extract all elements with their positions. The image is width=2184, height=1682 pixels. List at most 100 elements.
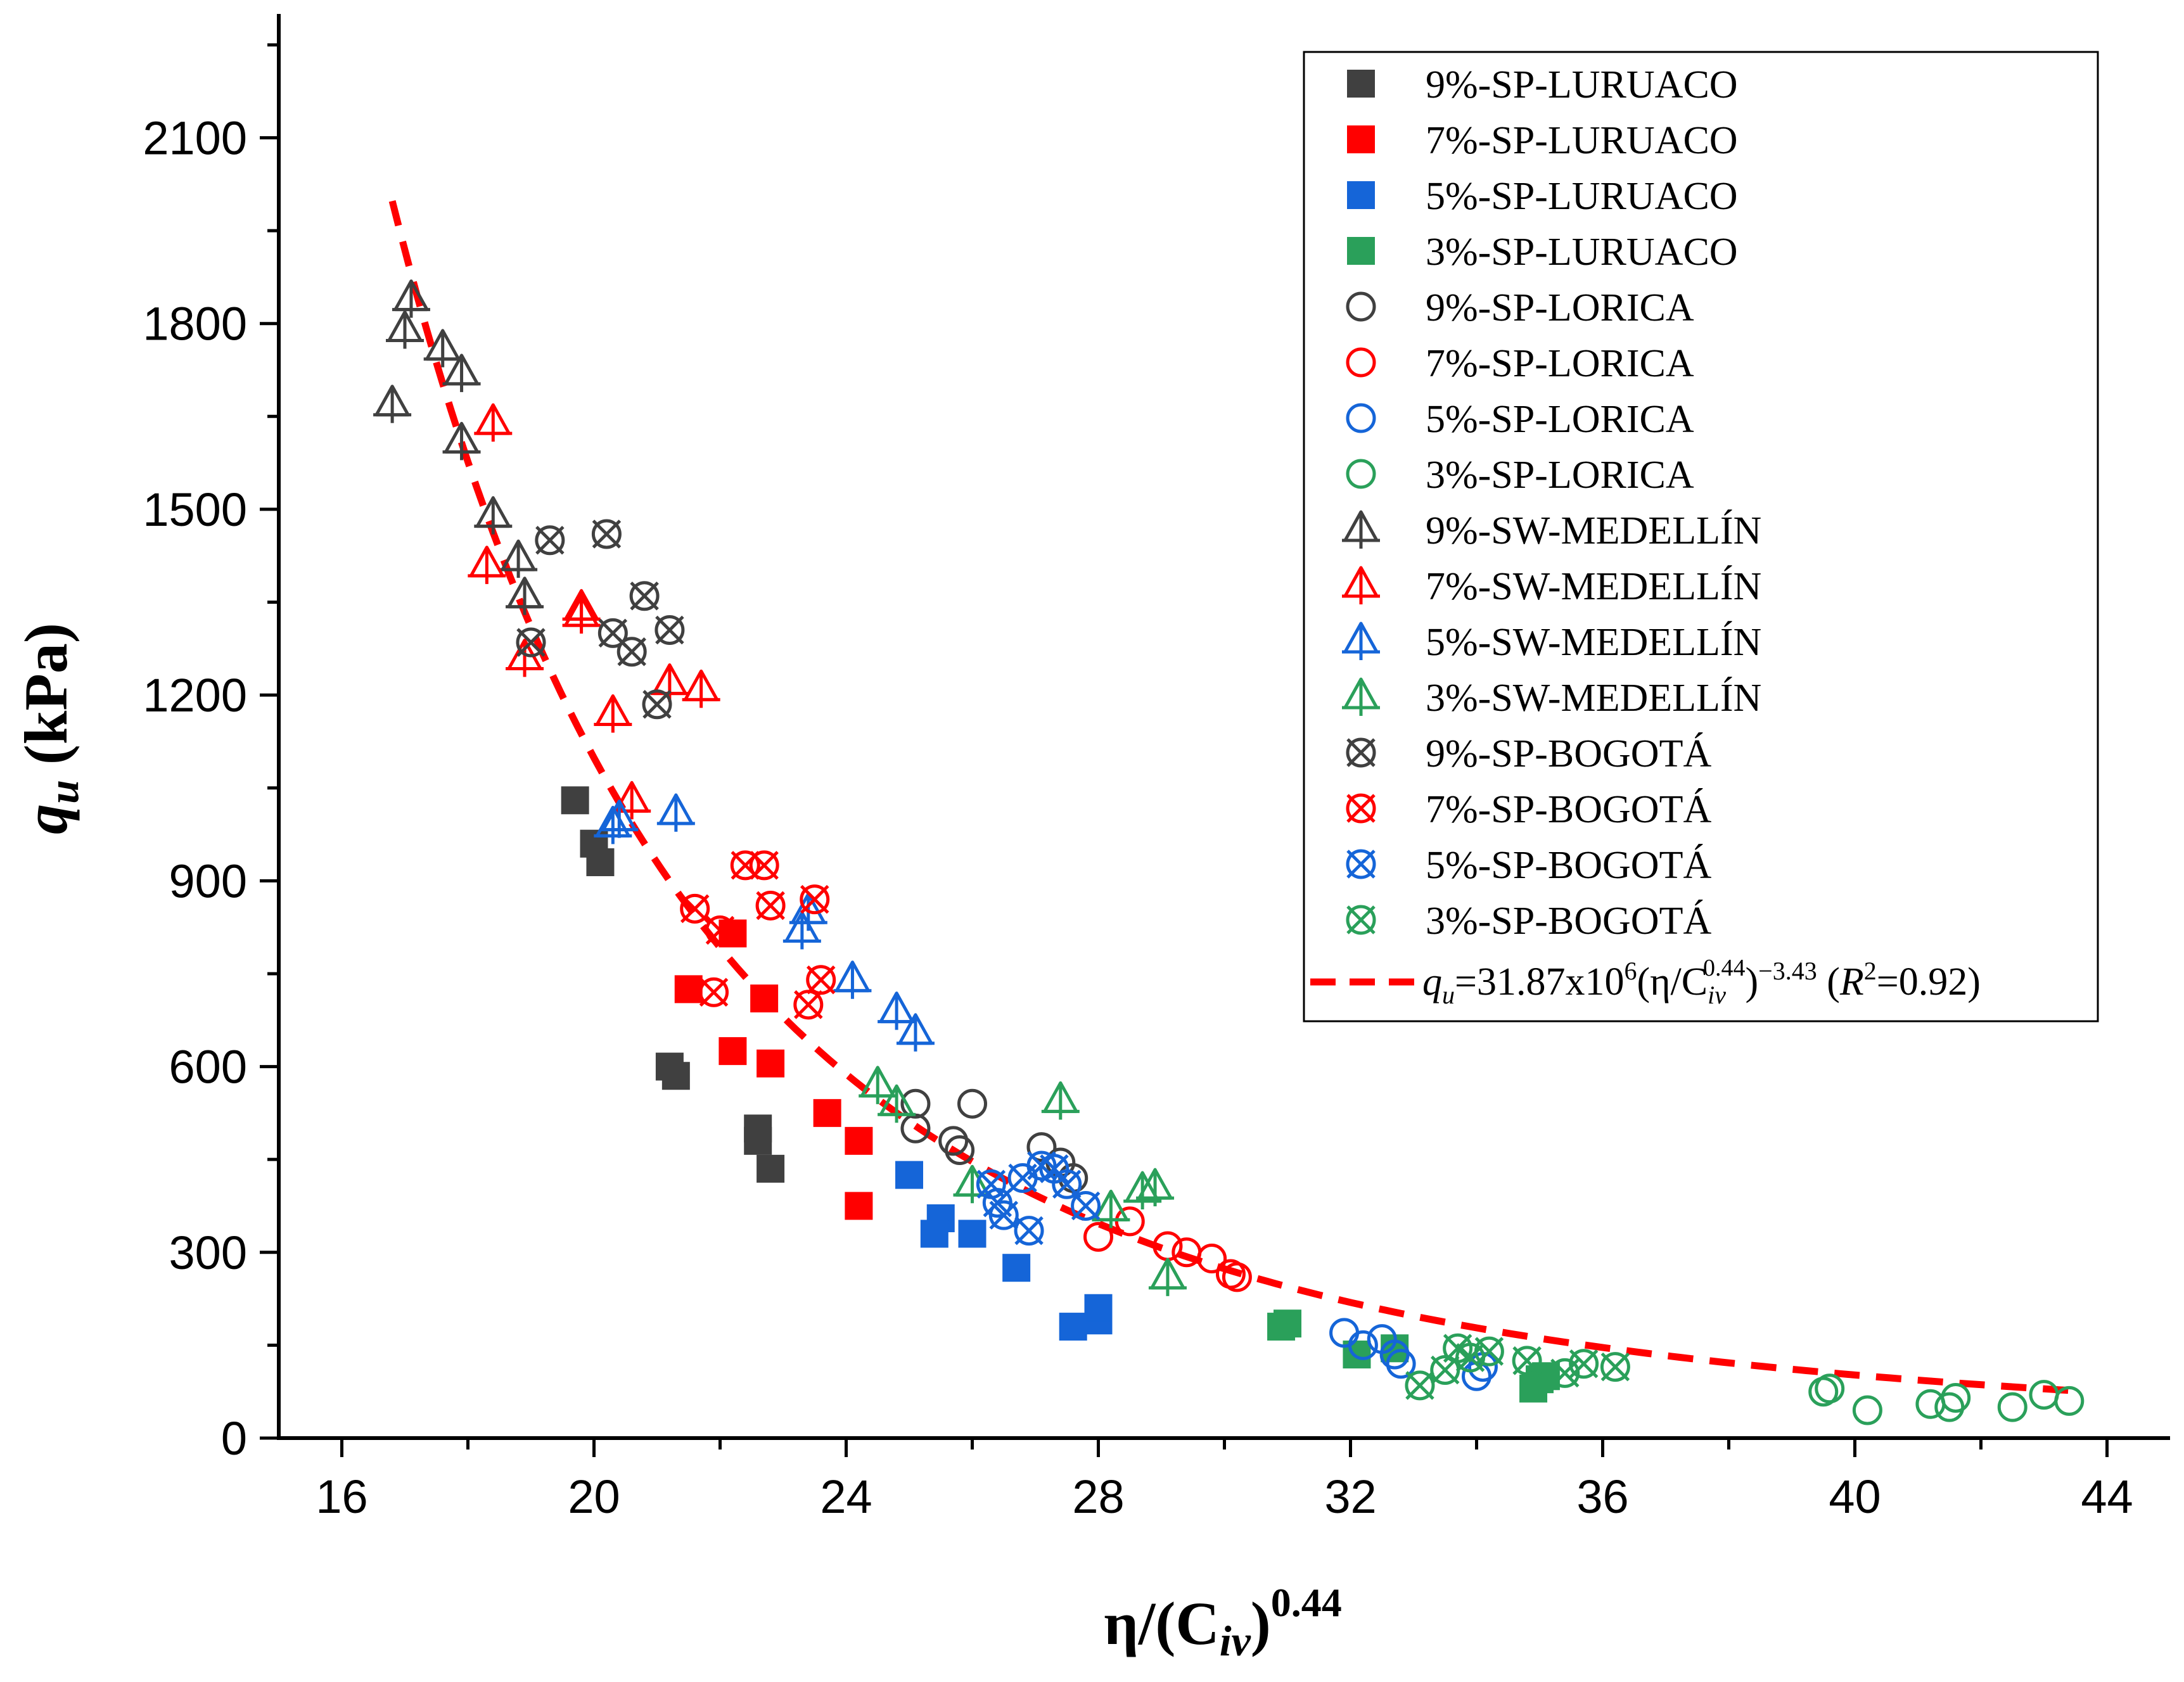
circle-x-marker-diag2 [1040, 1154, 1069, 1183]
series-7 [1808, 1373, 2085, 1425]
legend-marker [1342, 510, 1380, 549]
data-point [616, 637, 647, 667]
square-marker-shape [845, 1192, 873, 1220]
legend-marker [1346, 737, 1376, 768]
circle-x-marker-diag2 [756, 891, 785, 921]
circle-marker-shape [957, 1088, 987, 1119]
square-marker-shape [661, 1062, 690, 1090]
circle-x-marker-diag2 [1569, 1349, 1599, 1379]
circle-marker-shape [1114, 1206, 1145, 1237]
data-point [386, 310, 424, 349]
legend-marker [1342, 566, 1380, 604]
legend-label: 3%-SW-MEDELLÍN [1426, 677, 1761, 720]
circle-x-marker-shape [1346, 849, 1376, 879]
data-point [782, 911, 821, 950]
square-marker-shape [1347, 237, 1375, 265]
circle-x-marker-diag2 [680, 894, 710, 924]
legend: 9%-SP-LURUACO 7%-SP-LURUACO 5%-SP-LURUACO 3… [1303, 51, 2099, 1023]
square-marker-shape [757, 1049, 785, 1078]
fit-curve [388, 200, 2076, 1394]
y-axis-title: qu (kPa) [12, 623, 87, 834]
data-point [705, 915, 735, 946]
circle-marker-shape [1026, 1132, 1057, 1163]
data-point [845, 1126, 873, 1155]
data-point [656, 793, 695, 832]
axes-layer: 16 20 24 28 32 36 40 44 0 300 600 900 1200 1500 1800 21… [12, 14, 2170, 1665]
data-point [1852, 1395, 1882, 1425]
data-point [499, 539, 538, 578]
data-point [896, 1013, 935, 1052]
legend-label: 7%-SP-BOGOTÁ [1426, 788, 1711, 831]
data-point [1136, 1168, 1175, 1207]
square-marker-shape [757, 1154, 785, 1183]
square-marker-shape [1274, 1309, 1301, 1338]
circle-x-marker-shape [730, 850, 760, 881]
data-point [1084, 1294, 1113, 1322]
square-marker-shape [744, 1126, 772, 1155]
circle-marker-shape [1346, 459, 1376, 489]
data-point [938, 1126, 969, 1156]
data-point [755, 890, 786, 921]
series-12 [516, 519, 685, 720]
square-marker-shape [895, 1161, 923, 1189]
data-point [474, 403, 513, 442]
square-marker-shape [750, 984, 779, 1013]
y-tick-label: 1200 [143, 669, 247, 722]
data-point [757, 1049, 785, 1078]
data-point [813, 1099, 841, 1127]
data-point [1007, 1163, 1038, 1193]
circle-x-marker-shape [699, 977, 729, 1007]
circle-x-marker-shape [597, 618, 628, 648]
legend-marker [1347, 237, 1375, 265]
square-marker-shape [586, 848, 615, 877]
legend-marker [1346, 347, 1376, 378]
circle-x-marker-diag2 [1405, 1371, 1434, 1400]
y-tick-label: 600 [169, 1041, 247, 1093]
circle-x-marker-diag2 [642, 690, 672, 719]
legend-fit-label: qu=31.87x106(η/Civ0.44)−3.43 (R2=0.92) [1422, 955, 1981, 1009]
circle-x-marker-diag2 [1443, 1334, 1472, 1363]
circle-marker-shape [1346, 403, 1376, 433]
legend-marker [1347, 125, 1375, 153]
x-tick-label: 20 [568, 1470, 620, 1523]
circle-x-marker-diag2 [750, 851, 779, 880]
circle-x-marker-shape [1052, 1169, 1082, 1199]
circle-marker-shape [1346, 347, 1376, 378]
circle-x-marker-diag2 [1346, 794, 1376, 823]
legend-label: 7%-SP-LURUACO [1426, 119, 1738, 162]
x-axis-title: η/(Civ)0.44 [1104, 1580, 1342, 1665]
square-marker-shape [1084, 1294, 1113, 1322]
square-marker-shape [958, 1220, 987, 1248]
y-tick-label: 2100 [143, 111, 247, 164]
data-point [1386, 1349, 1416, 1379]
series-11 [859, 1066, 1187, 1296]
circle-x-marker-diag2 [800, 884, 829, 914]
circle-marker-shape [1941, 1382, 1971, 1413]
data-point [945, 1135, 975, 1166]
circle-x-marker-shape [655, 615, 685, 646]
data-point [468, 545, 506, 584]
circle-x-marker-shape [800, 884, 830, 915]
series-14 [976, 1150, 1101, 1246]
square-marker-shape [1531, 1362, 1560, 1391]
data-point [988, 1200, 1019, 1230]
circle-marker-shape [1815, 1373, 1845, 1404]
circle-x-marker-diag2 [1512, 1346, 1542, 1375]
x-tick-label: 16 [316, 1470, 367, 1523]
series-13 [680, 850, 836, 1020]
circle-x-marker-shape [755, 890, 786, 921]
x-tick-label: 32 [1324, 1470, 1376, 1523]
circle-x-marker-diag2 [705, 915, 735, 945]
data-point [1071, 1190, 1101, 1221]
data-point [1041, 1081, 1080, 1120]
legend-marker [1346, 459, 1376, 489]
data-point [1815, 1373, 1845, 1404]
data-point [516, 627, 546, 658]
data-point [957, 1088, 987, 1119]
circle-x-marker-shape [616, 637, 647, 667]
circle-x-marker-diag2 [1455, 1343, 1485, 1372]
legend-marker [1347, 70, 1375, 98]
data-point [878, 1084, 916, 1123]
circle-marker-shape [900, 1088, 931, 1119]
